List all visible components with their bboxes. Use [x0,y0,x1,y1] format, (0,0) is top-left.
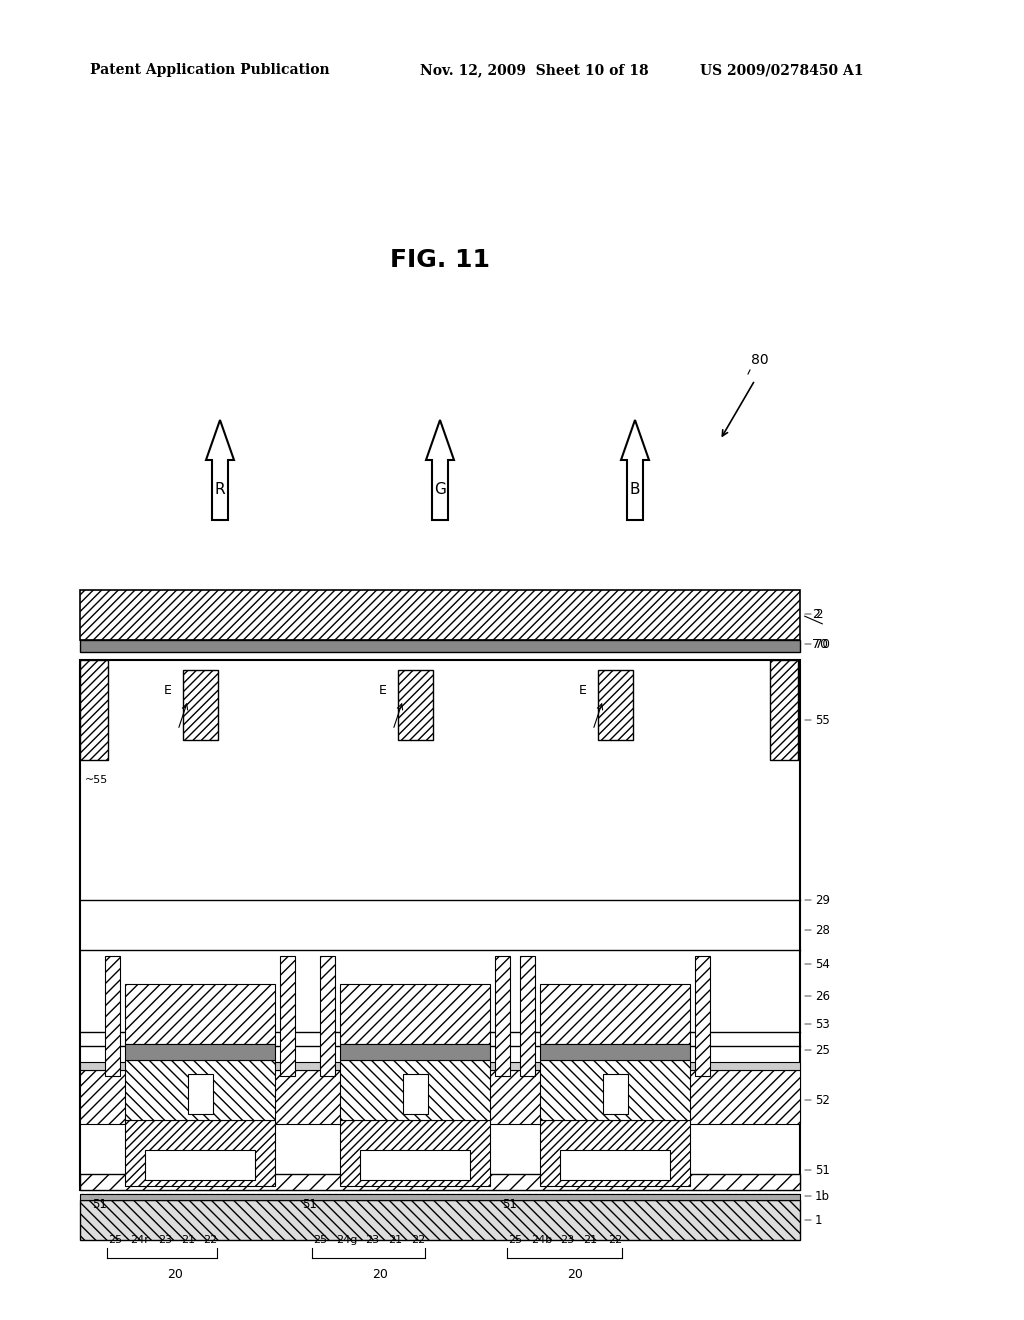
Text: Nov. 12, 2009  Sheet 10 of 18: Nov. 12, 2009 Sheet 10 of 18 [420,63,648,77]
Bar [319,956,335,1076]
Text: 25: 25 [313,1236,327,1245]
Bar [80,1200,800,1239]
Bar [80,660,108,760]
Text: E: E [164,684,172,697]
Text: 21: 21 [181,1236,195,1245]
Text: 51: 51 [92,1197,108,1210]
Bar [340,1044,490,1060]
Bar [540,983,690,1044]
Polygon shape [426,420,454,520]
Bar [125,1044,275,1060]
Bar [125,1119,275,1185]
Text: 29: 29 [815,894,830,907]
Text: 23: 23 [365,1236,379,1245]
Text: 24r: 24r [131,1236,150,1245]
Text: 2: 2 [812,609,820,622]
Text: 70: 70 [815,638,829,651]
Text: 1: 1 [815,1213,822,1226]
Bar [145,1150,255,1180]
Bar [540,1060,690,1119]
Text: 2: 2 [815,607,822,620]
Text: 25: 25 [815,1044,829,1056]
Bar [280,956,295,1076]
Text: Patent Application Publication: Patent Application Publication [90,63,330,77]
Text: R: R [215,483,225,498]
Text: 21: 21 [388,1236,402,1245]
Bar [540,1119,690,1185]
Text: 23: 23 [158,1236,172,1245]
Bar [495,956,510,1076]
Text: FIG. 11: FIG. 11 [390,248,490,272]
Text: 53: 53 [815,1018,829,1031]
Bar [603,1074,628,1114]
Text: US 2009/0278450 A1: US 2009/0278450 A1 [700,63,863,77]
Bar [125,983,275,1044]
Text: 55: 55 [815,714,829,726]
Text: 28: 28 [815,924,829,936]
Text: 26: 26 [815,990,830,1002]
Bar [80,1071,800,1125]
Text: 22: 22 [203,1236,217,1245]
Text: 54: 54 [815,957,829,970]
Polygon shape [206,420,234,520]
Bar [188,1074,213,1114]
Polygon shape [621,420,649,520]
Bar [340,983,490,1044]
Bar [560,1150,670,1180]
Bar [520,956,535,1076]
Bar [360,1150,470,1180]
Text: E: E [579,684,587,697]
Text: 24b: 24b [531,1236,553,1245]
Bar [80,590,800,640]
Bar [125,1060,275,1119]
Text: G: G [434,483,445,498]
Bar [80,1195,800,1200]
Bar [770,660,798,760]
Bar [403,1074,428,1114]
Bar [340,1060,490,1119]
Text: 23: 23 [560,1236,574,1245]
Text: 1b: 1b [815,1189,830,1203]
Bar [80,660,800,1191]
Text: 20: 20 [372,1267,388,1280]
Text: 20: 20 [167,1267,183,1280]
Text: 24g: 24g [336,1236,357,1245]
Bar [695,956,710,1076]
Bar [80,1063,800,1071]
Text: 52: 52 [815,1093,829,1106]
Bar [80,640,800,652]
Text: 51: 51 [302,1197,317,1210]
Bar [540,1044,690,1060]
Text: 80: 80 [752,352,769,367]
Bar [80,1173,800,1191]
Bar [105,956,120,1076]
Text: ~55: ~55 [85,775,109,785]
Bar [183,671,218,741]
Text: 22: 22 [411,1236,425,1245]
Text: 21: 21 [583,1236,597,1245]
Text: B: B [630,483,640,498]
Text: 25: 25 [108,1236,122,1245]
Text: 22: 22 [608,1236,623,1245]
Text: E: E [379,684,387,697]
Bar [340,1119,490,1185]
Text: 70: 70 [812,638,828,651]
Text: 51: 51 [815,1163,829,1176]
Bar [398,671,433,741]
Text: 25: 25 [508,1236,522,1245]
Text: 51: 51 [503,1197,517,1210]
Text: 20: 20 [567,1267,583,1280]
Bar [598,671,633,741]
